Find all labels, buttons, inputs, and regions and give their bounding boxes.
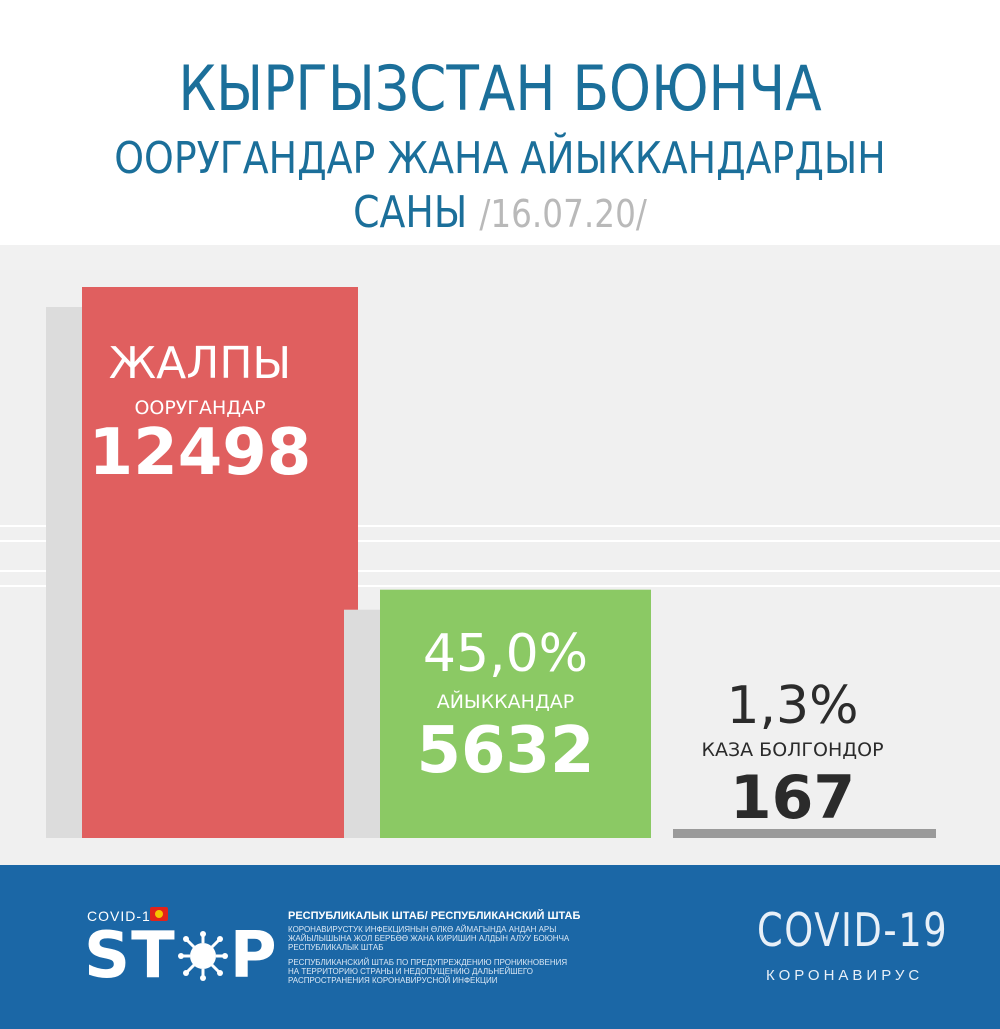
bar-percent-label: 45,0% (423, 624, 588, 684)
hq-text-kyrgyz: КОРОНАВИРУСТУК ИНФЕКЦИЯНЫН ӨЛКӨ АЙМАГЫНД… (288, 925, 570, 952)
stop-logo: ST P (84, 921, 278, 991)
stop-logo-p: P (229, 919, 278, 993)
covid-19-title: COVID-19 (757, 903, 949, 957)
background-line (0, 540, 1000, 542)
kyrgyz-flag-icon (150, 907, 168, 921)
background-line (0, 525, 1000, 527)
covid-small-label: COVID-19 (87, 908, 160, 924)
bar-value-label: 12498 (89, 416, 312, 490)
title-line-1: КЫРГЫЗСТАН БОЮНЧА (178, 52, 822, 125)
bar (82, 287, 358, 838)
stop-logo-st: ST (84, 919, 176, 993)
background-line (0, 585, 1000, 587)
bar-value-label: 5632 (416, 714, 594, 788)
bar-heading: ЖАЛПЫ (109, 338, 292, 389)
title-block: КЫРГЫЗСТАН БОЮНЧА ООРУГАНДАР ЖАНА АЙЫККА… (0, 0, 1000, 245)
bar-percent-label: 1,3% (726, 676, 858, 736)
title-line-3: САНЫ/16.07.20/ (70, 186, 930, 241)
bar-category-label: АЙЫККАНДАР (437, 690, 575, 713)
background-line (0, 570, 1000, 572)
title-line-3-text: САНЫ (353, 187, 468, 238)
bar (673, 829, 936, 838)
bar-category-label: КАЗА БОЛГОНДОР (701, 739, 883, 761)
bar-shadow (46, 307, 82, 838)
footer: COVID-19 ST P РЕСПУБЛИКАЛЫК ШТАБ/ РЕСПУБЛ… (0, 865, 1000, 1029)
bar (380, 589, 651, 838)
hq-text-russian: РЕСПУБЛИКАНСКИЙ ШТАБ ПО ПРЕДУПРЕЖДЕНИЮ П… (288, 958, 568, 985)
title-line-2: ООРУГАНДАР ЖАНА АЙЫККАНДАРДЫН (114, 133, 886, 184)
hq-title: РЕСПУБЛИКАЛЫК ШТАБ/ РЕСПУБЛИКАНСКИЙ ШТАБ (288, 910, 581, 922)
date-label: /16.07.20/ (479, 192, 647, 236)
bar-category-label: ООРУГАНДАР (134, 397, 265, 419)
bar-shadow (344, 609, 380, 838)
coronavirus-subtitle: КОРОНАВИРУС (766, 967, 924, 984)
bar-value-label: 167 (730, 763, 855, 833)
top-stripe (0, 245, 1000, 270)
virus-icon (176, 921, 230, 991)
